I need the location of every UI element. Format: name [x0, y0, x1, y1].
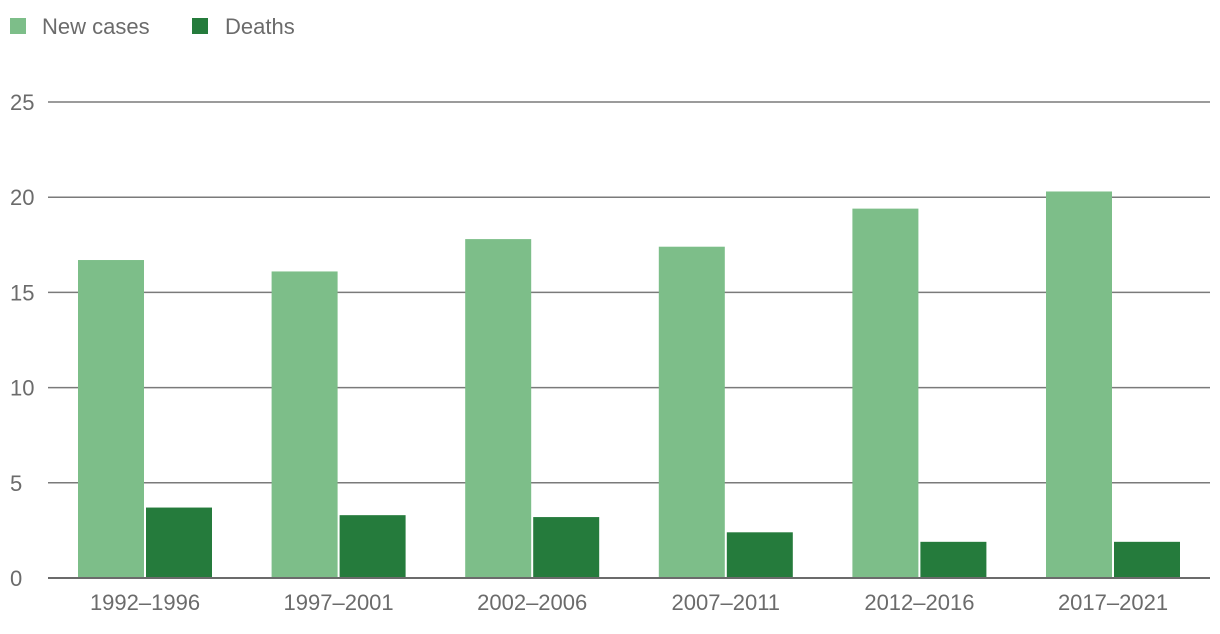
bar-new-cases — [658, 246, 725, 579]
legend-swatch-new-cases — [10, 18, 26, 34]
bar-new-cases — [271, 271, 338, 578]
bar-deaths — [726, 532, 793, 578]
bar-deaths — [920, 541, 987, 578]
gridlines — [48, 101, 1210, 579]
legend-label-deaths: Deaths — [225, 14, 295, 39]
bar-new-cases — [465, 239, 532, 578]
y-tick-label: 0 — [10, 566, 22, 591]
x-tick-label: 1992–1996 — [90, 590, 200, 615]
bar-deaths — [533, 517, 600, 578]
x-tick-label: 2017–2021 — [1058, 590, 1168, 615]
bars — [48, 191, 1210, 579]
y-tick-label: 15 — [10, 280, 34, 305]
x-axis-ticks: 1992–1996 1997–2001 2002–2006 2007–2011 2012… — [90, 590, 1168, 615]
y-axis-ticks: 0 5 10 15 20 25 — [10, 90, 34, 591]
bar-new-cases — [78, 260, 144, 578]
bar-deaths — [339, 515, 406, 578]
x-tick-label: 2002–2006 — [477, 590, 587, 615]
legend: New cases Deaths — [10, 14, 295, 39]
bar-deaths — [146, 507, 212, 578]
bar-deaths — [1114, 541, 1180, 578]
bar-new-cases — [1046, 191, 1112, 578]
legend-swatch-deaths — [192, 18, 208, 34]
y-tick-label: 25 — [10, 90, 34, 115]
y-tick-label: 5 — [10, 471, 22, 496]
y-tick-label: 20 — [10, 185, 34, 210]
legend-label-new-cases: New cases — [42, 14, 150, 39]
x-tick-label: 1997–2001 — [284, 590, 394, 615]
y-tick-label: 10 — [10, 376, 34, 401]
bar-new-cases — [852, 208, 919, 578]
x-tick-label: 2012–2016 — [864, 590, 974, 615]
x-tick-label: 2007–2011 — [672, 590, 781, 615]
